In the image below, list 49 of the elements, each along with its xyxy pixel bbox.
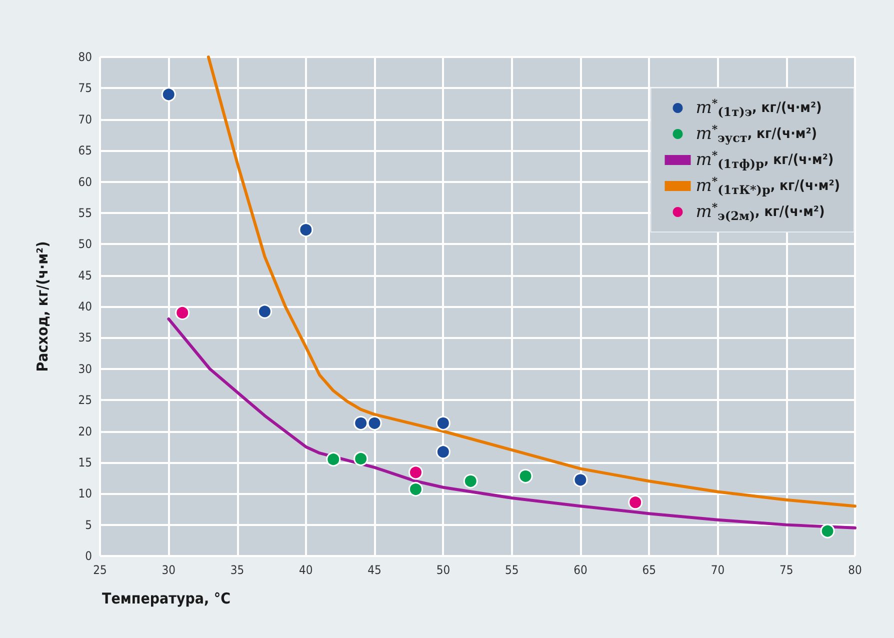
point [257, 304, 272, 319]
y-tick-label: 25 [78, 393, 92, 408]
point [436, 416, 450, 430]
y-tick-label: 5 [85, 518, 92, 532]
point [573, 472, 588, 488]
y-tick-label: 0 [85, 549, 92, 563]
point [354, 451, 368, 466]
x-tick-label: 35 [230, 563, 244, 577]
y-tick-label: 50 [78, 237, 92, 252]
point [436, 444, 450, 460]
y-tick-label: 35 [78, 330, 92, 345]
line-series [206, 56, 856, 508]
x-axis-title: Температура, °C [102, 590, 231, 608]
point [175, 305, 190, 320]
point [628, 495, 643, 510]
point [298, 222, 314, 238]
point [161, 87, 176, 102]
x-tick-label: 30 [162, 563, 176, 577]
point [408, 465, 423, 480]
y-tick-label: 65 [78, 144, 92, 158]
x-tick-label: 65 [642, 563, 656, 577]
y-tick-label: 55 [78, 206, 92, 220]
x-tick-label: 40 [299, 563, 313, 577]
y-axis-title: Расход, кг/(ч·м²) [34, 241, 52, 372]
y-tick-label: 45 [78, 268, 92, 282]
y-tick-label: 10 [78, 486, 92, 501]
point [408, 482, 423, 497]
point [518, 468, 533, 484]
x-tick-label: 55 [504, 563, 519, 577]
y-tick-label: 20 [78, 424, 92, 438]
y-tick-label: 75 [78, 81, 92, 96]
point [820, 524, 835, 538]
point [354, 416, 368, 430]
x-tick-label: 50 [436, 563, 450, 577]
x-tick-label: 75 [779, 563, 794, 577]
y-tick-label: 15 [78, 455, 92, 470]
y-tick-label: 30 [78, 362, 92, 376]
x-tick-label: 70 [710, 563, 725, 577]
y-tick-label: 70 [78, 112, 92, 126]
line-series [167, 317, 856, 530]
y-tick-label: 80 [78, 50, 92, 64]
x-tick-label: 45 [368, 563, 382, 577]
y-tick-label: 40 [78, 300, 92, 314]
x-tick-label: 80 [848, 563, 862, 577]
point [367, 416, 382, 430]
y-tick-label: 60 [78, 174, 92, 189]
point [463, 474, 478, 488]
x-tick-label: 60 [574, 563, 588, 577]
point [326, 452, 341, 467]
